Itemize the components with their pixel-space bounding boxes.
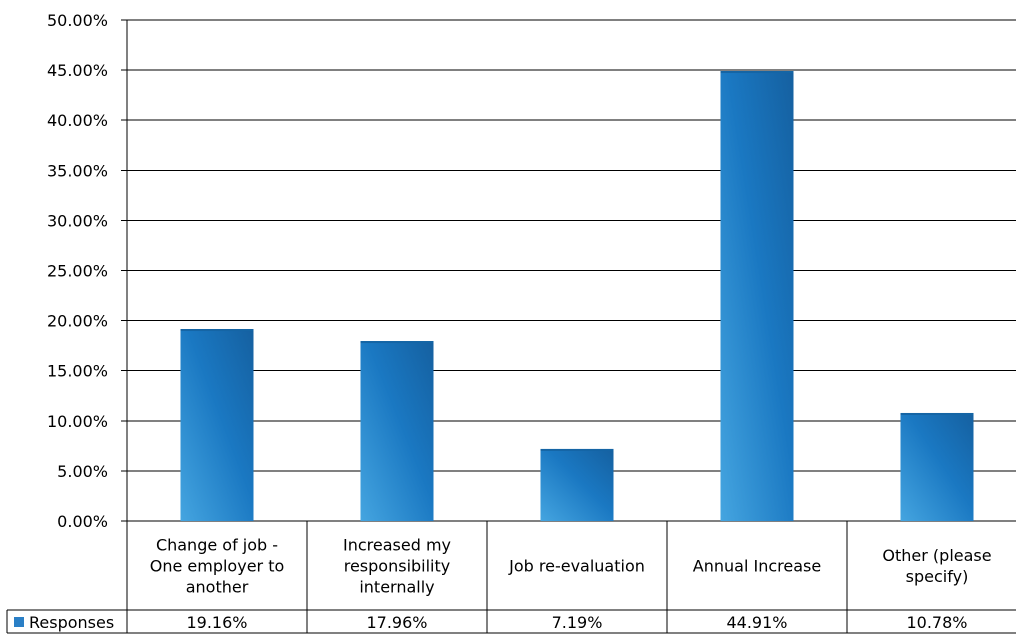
- data-table-value: 10.78%: [906, 613, 967, 632]
- data-table-value: 44.91%: [726, 613, 787, 632]
- x-category-label: Annual Increase: [693, 557, 821, 576]
- bar: [180, 329, 254, 521]
- y-tick-label: 5.00%: [57, 462, 108, 481]
- bar: [360, 341, 434, 521]
- legend-key: [14, 617, 24, 627]
- y-tick-label: 50.00%: [47, 11, 108, 30]
- data-table-value: 17.96%: [366, 613, 427, 632]
- legend-series-name: Responses: [29, 613, 114, 632]
- data-table-value: 19.16%: [186, 613, 247, 632]
- x-category-label: Change of job -One employer to another: [150, 536, 285, 597]
- bar: [720, 71, 794, 521]
- y-tick-label: 0.00%: [57, 512, 108, 531]
- y-tick-label: 30.00%: [47, 211, 108, 230]
- y-axis: 0.00% 5.00% 10.00% 15.00% 20.00% 25.00% 30.00%…: [47, 11, 108, 531]
- bar: [900, 412, 974, 521]
- y-tick-label: 35.00%: [47, 161, 108, 180]
- y-tick-label: 25.00%: [47, 262, 108, 281]
- x-category-label: Job re-evaluation: [508, 557, 645, 576]
- y-tick-label: 20.00%: [47, 312, 108, 331]
- y-tick-label: 10.00%: [47, 412, 108, 431]
- x-category-label: Increased my responsibility internally: [343, 536, 451, 597]
- y-tick-label: 15.00%: [47, 362, 108, 381]
- x-category-label: Other (please specify): [882, 546, 991, 586]
- bar: [540, 448, 614, 521]
- bars: [180, 71, 974, 521]
- data-table-value: 7.19%: [552, 613, 603, 632]
- y-tick-label: 45.00%: [47, 61, 108, 80]
- data-table: Change of job -One employer to another Inc…: [6, 521, 1016, 634]
- gridlines: [121, 19, 1016, 633]
- y-tick-label: 40.00%: [47, 111, 108, 130]
